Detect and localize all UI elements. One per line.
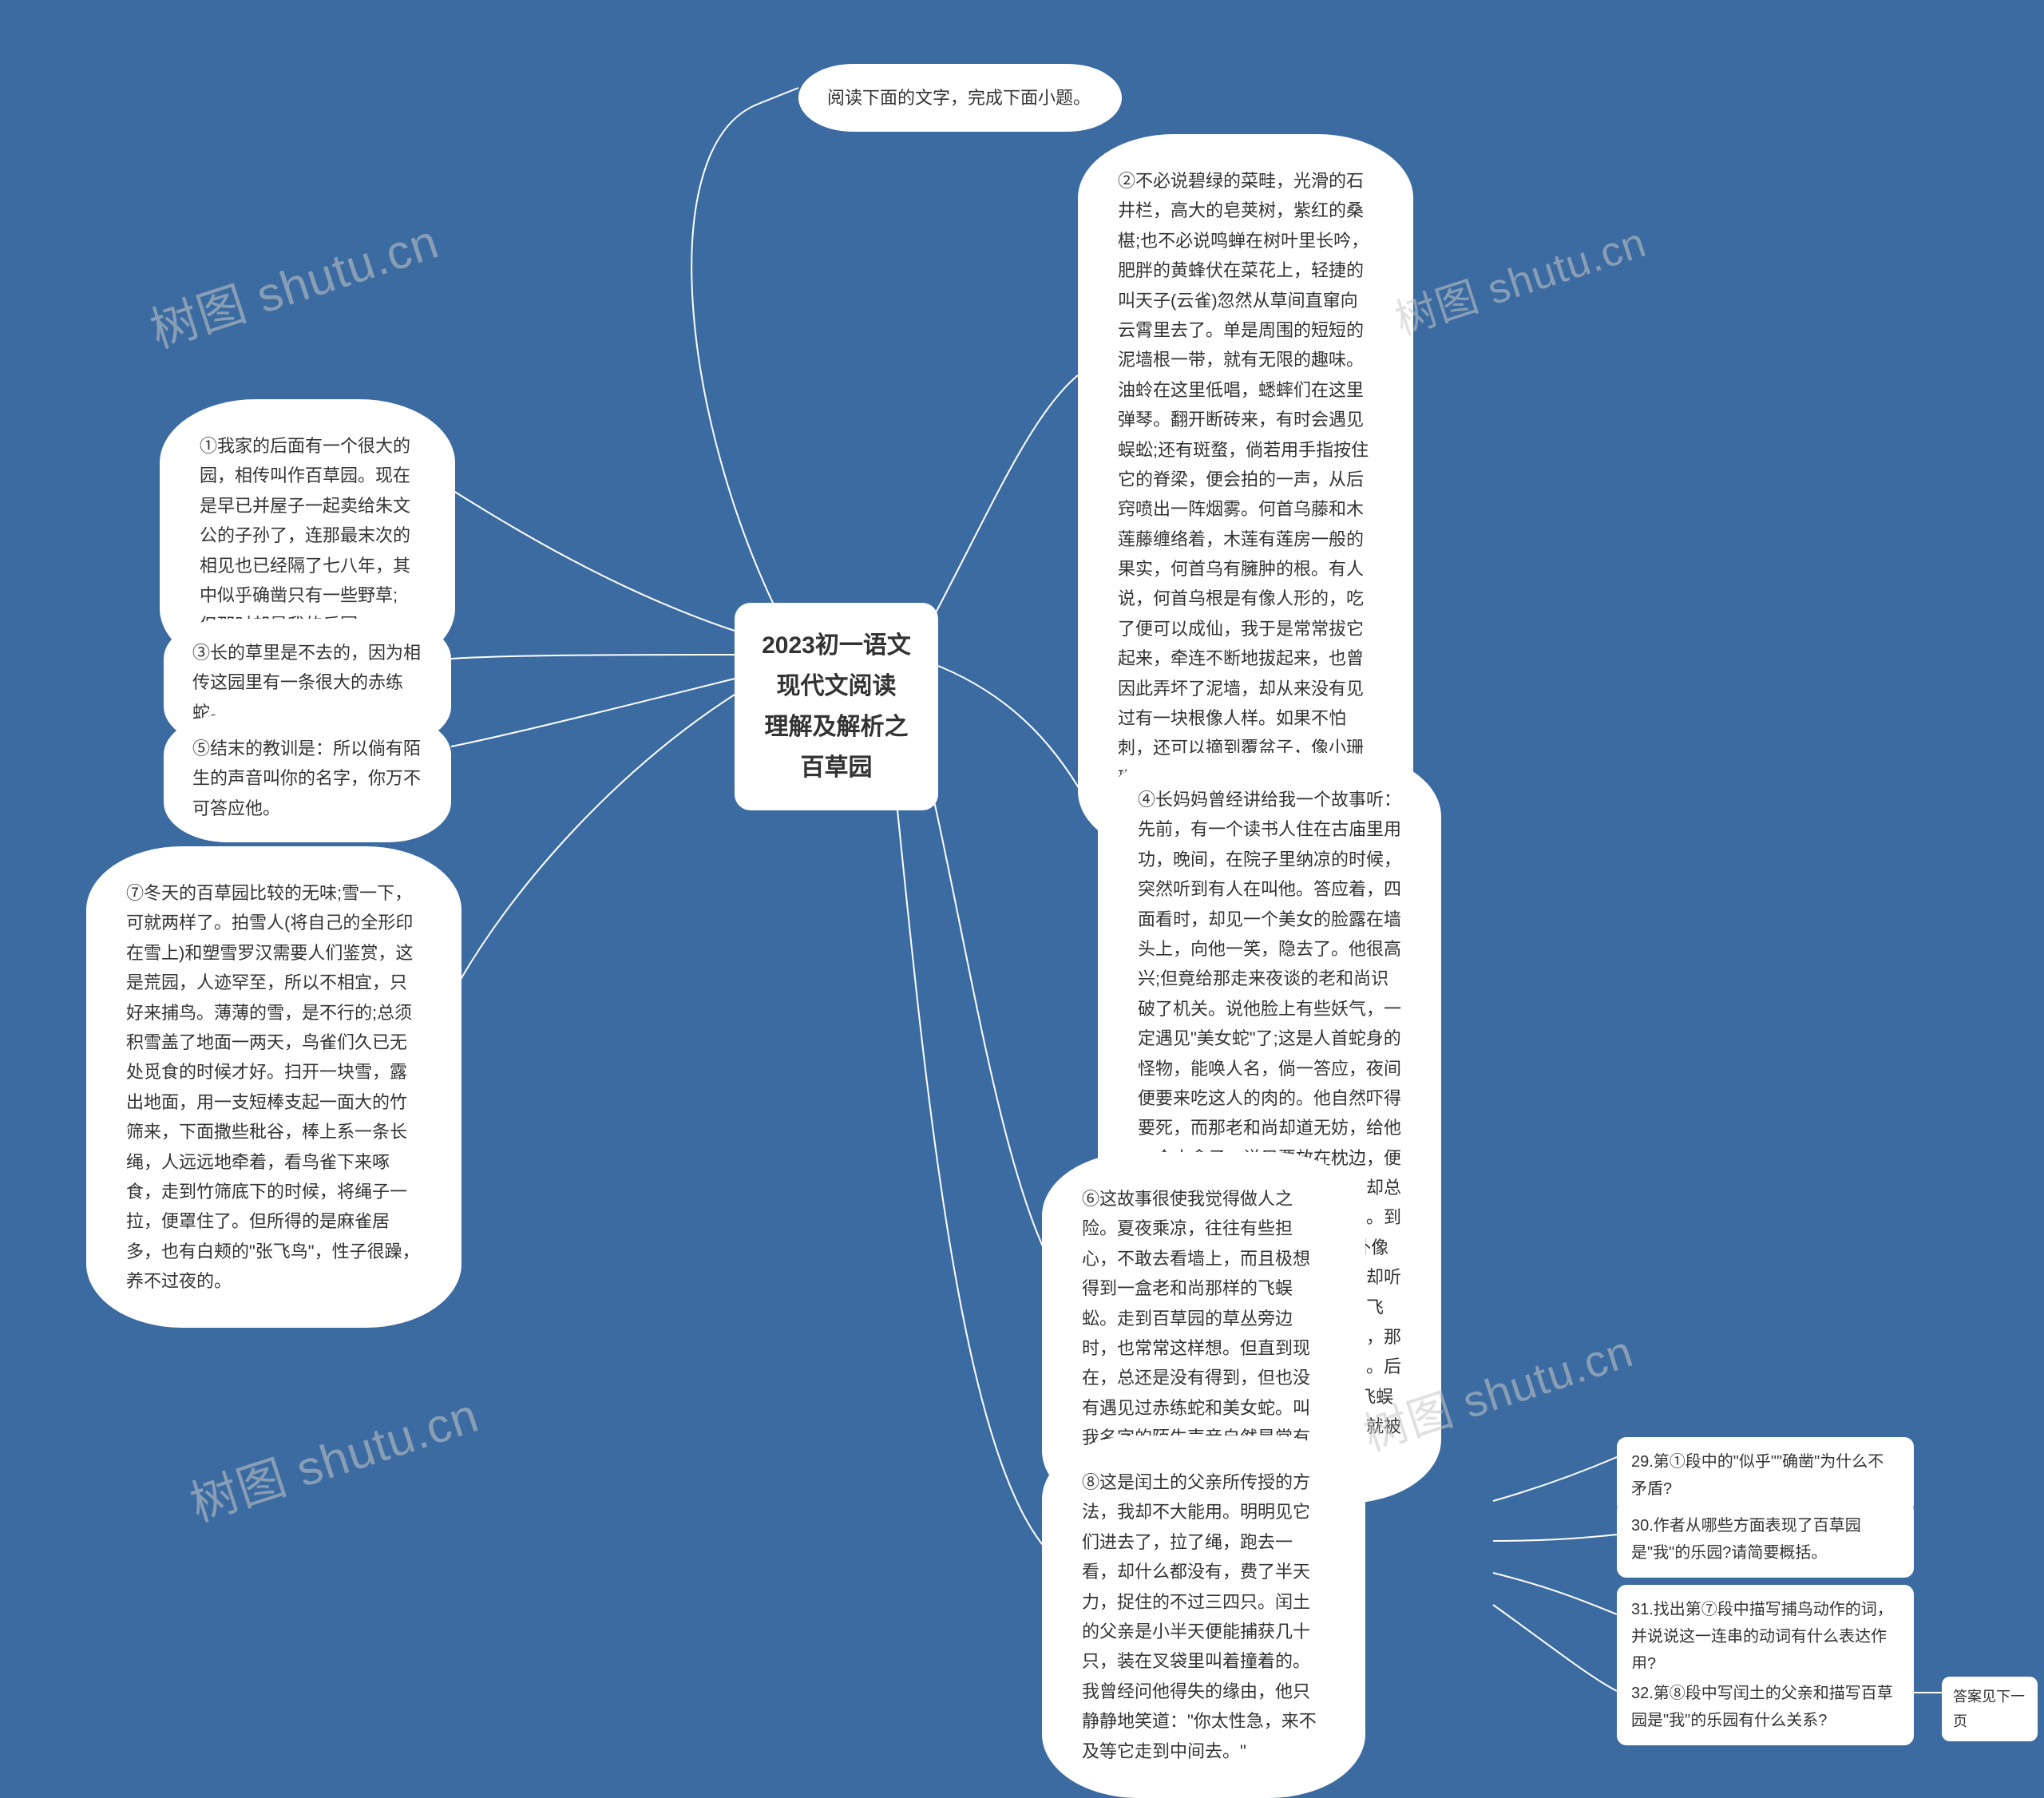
node-center[interactable]: 2023初一语文现代文阅读理解及解析之百草园: [735, 603, 938, 810]
edge-center-para7: [459, 695, 735, 982]
edge-para8-q29: [1493, 1457, 1617, 1501]
node-q30[interactable]: 30.作者从哪些方面表现了百草园是"我"的乐园?请简要概括。: [1617, 1501, 1914, 1578]
edge-center-para4: [930, 663, 1098, 822]
edge-para8-q32: [1493, 1605, 1617, 1691]
node-answer[interactable]: 答案见下一页: [1942, 1677, 2038, 1741]
node-para2[interactable]: ②不必说碧绿的菜畦，光滑的石井栏，高大的皂荚树，紫红的桑椹;也不必说鸣蝉在树叶里…: [1078, 134, 1413, 855]
edge-center-para5: [451, 679, 735, 747]
node-top-instruction[interactable]: 阅读下面的文字，完成下面小题。: [798, 64, 1122, 132]
watermark-shutu: 树图 shutu.cn: [141, 203, 446, 361]
edge-center-para2: [926, 375, 1078, 631]
watermark-shutu: 树图 shutu.cn: [1386, 208, 1652, 346]
node-q32[interactable]: 32.第⑧段中写闰土的父亲和描写百草园是"我"的乐园有什么关系?: [1617, 1669, 1914, 1745]
watermark-shutu: 树图 shutu.cn: [180, 1376, 486, 1535]
edge-center-para3: [451, 655, 735, 659]
node-para7[interactable]: ⑦冬天的百草园比较的无味;雪一下，可就两样了。拍雪人(将自己的全形印在雪上)和塑…: [86, 846, 461, 1328]
edge-para8-q30: [1493, 1535, 1617, 1541]
edge-center-para1: [447, 487, 735, 631]
edge-center-top-instruction: [691, 88, 798, 623]
edge-center-para8: [886, 703, 1046, 1549]
edge-para8-q31: [1493, 1573, 1617, 1614]
node-para8[interactable]: ⑧这是闰土的父亲所传授的方法，我却不大能用。明明见它们进去了，拉了绳，跑去一看，…: [1042, 1436, 1365, 1798]
node-para5[interactable]: ⑤结末的教训是：所以倘有陌生的声音叫你的名字，你万不可答应他。: [164, 715, 451, 842]
